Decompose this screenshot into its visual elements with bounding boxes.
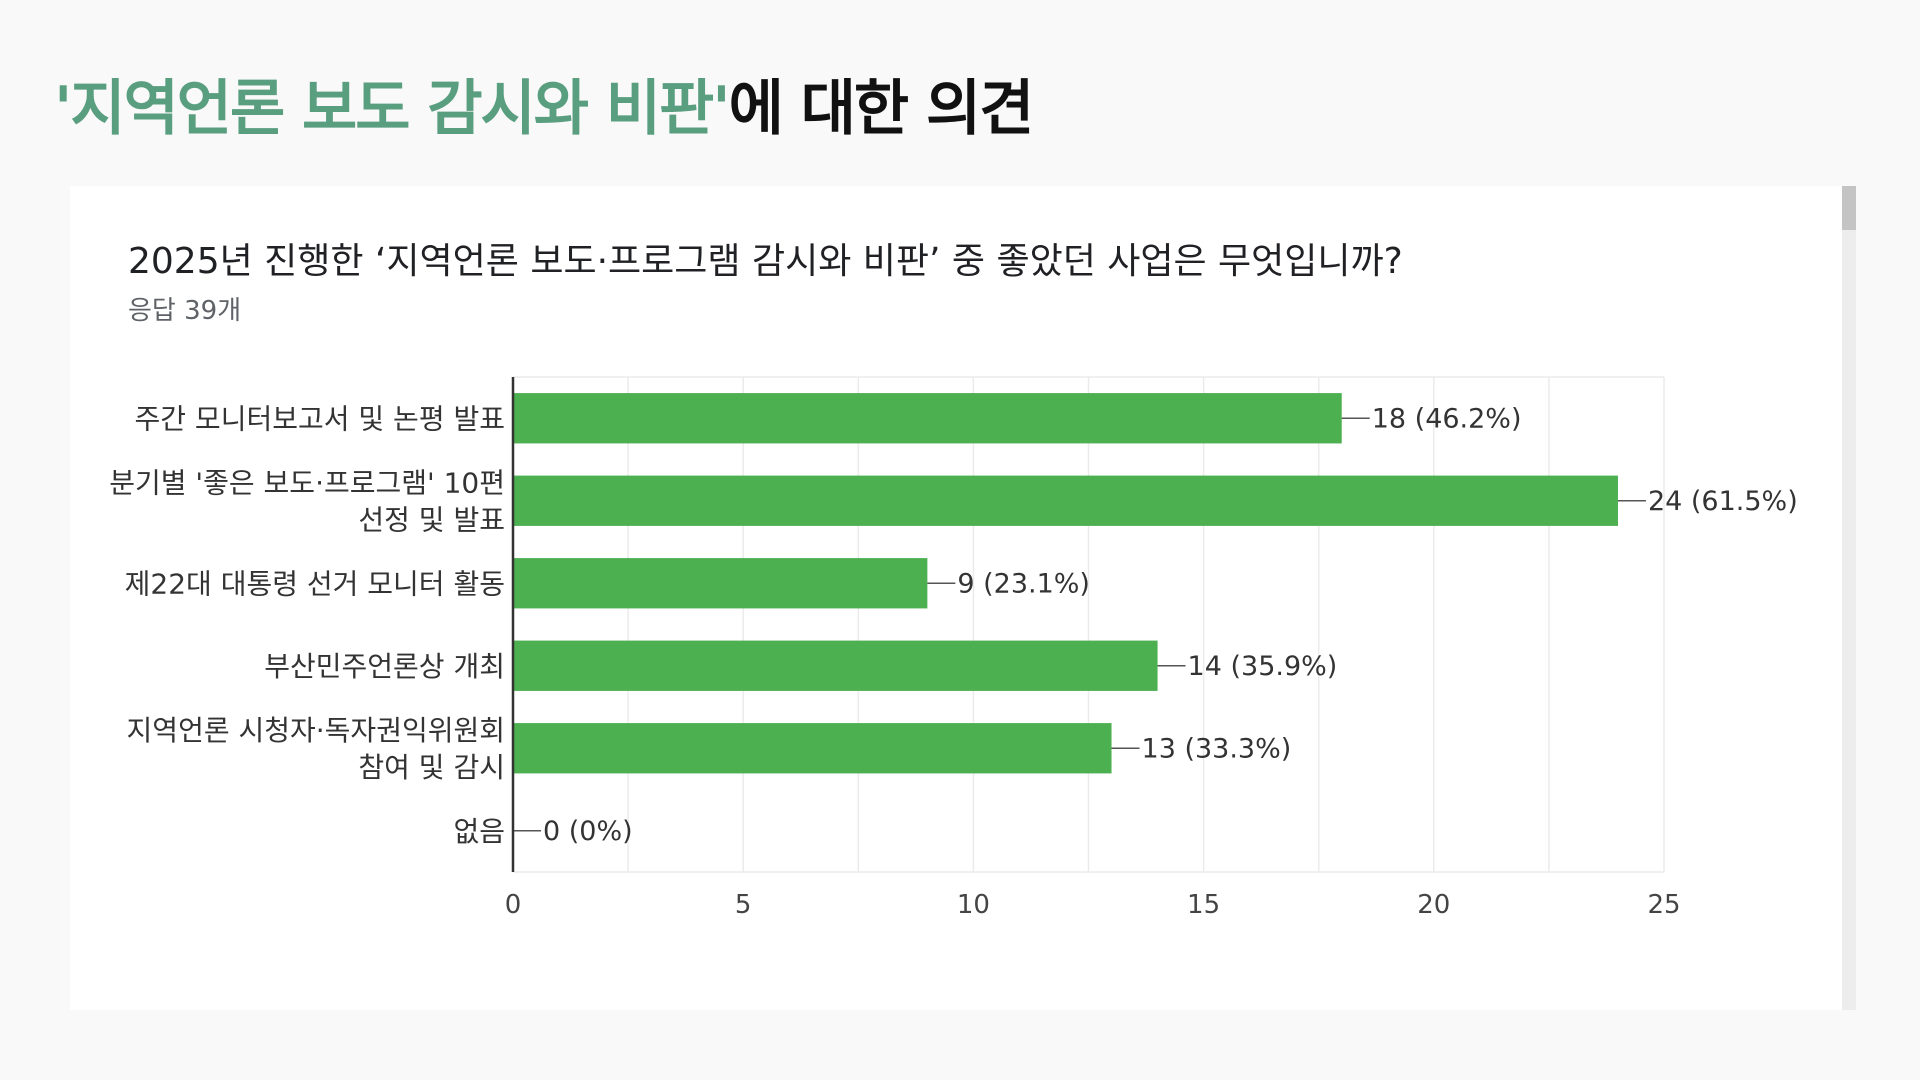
question-title: 2025년 진행한 ‘지역언론 보도·프로그램 감시와 비판’ 중 좋았던 사업…	[128, 241, 1403, 282]
category-label: 제22대 대통령 선거 모니터 활동	[125, 567, 505, 600]
data-label: 14 (35.9%)	[1188, 651, 1338, 682]
page-title-rest: 에 대한 의견	[728, 74, 1035, 144]
category-label: 지역언론 시청자·독자권익위원회	[127, 714, 505, 747]
x-tick-label: 20	[1417, 890, 1450, 920]
data-label: 9 (23.1%)	[957, 568, 1090, 599]
category-label: 부산민주언론상 개최	[264, 650, 505, 683]
bar	[513, 393, 1342, 444]
page-title-accent: '지역언론 보도 감시와 비판'	[54, 74, 731, 144]
category-label: 주간 모니터보고서 및 논평 발표	[135, 402, 505, 435]
bar	[513, 723, 1112, 774]
scrollbar-thumb[interactable]	[1842, 186, 1856, 230]
category-label: 참여 및 감시	[358, 751, 505, 784]
category-label: 없음	[453, 815, 505, 848]
x-tick-label: 15	[1187, 890, 1220, 920]
bar-layer	[513, 393, 1618, 774]
grid-layer	[512, 376, 1665, 873]
bar	[513, 640, 1158, 691]
data-label: 0 (0%)	[543, 816, 633, 847]
response-count: 응답 39개	[128, 296, 242, 326]
page-title: '지역언론 보도 감시와 비판'에 대한 의견	[54, 60, 1035, 147]
label-layer: 0 5 10 15 20 25 18 (46.2%) 주간 모니터보고서 및 논평 발표 24 …	[109, 377, 1798, 920]
scrollbar-track[interactable]	[1842, 186, 1856, 1010]
x-tick-label: 10	[957, 890, 990, 920]
data-label: 18 (46.2%)	[1372, 403, 1522, 434]
x-tick-label: 25	[1647, 890, 1680, 920]
data-label: 13 (33.3%)	[1142, 733, 1292, 764]
bar	[513, 558, 928, 609]
x-tick-label: 0	[505, 890, 522, 920]
category-label: 선정 및 발표	[358, 503, 505, 536]
bar	[513, 475, 1618, 526]
category-label: 분기별 '좋은 보도·프로그램' 10편	[109, 466, 505, 499]
data-label: 24 (61.5%)	[1648, 486, 1798, 517]
x-tick-label: 5	[735, 890, 752, 920]
